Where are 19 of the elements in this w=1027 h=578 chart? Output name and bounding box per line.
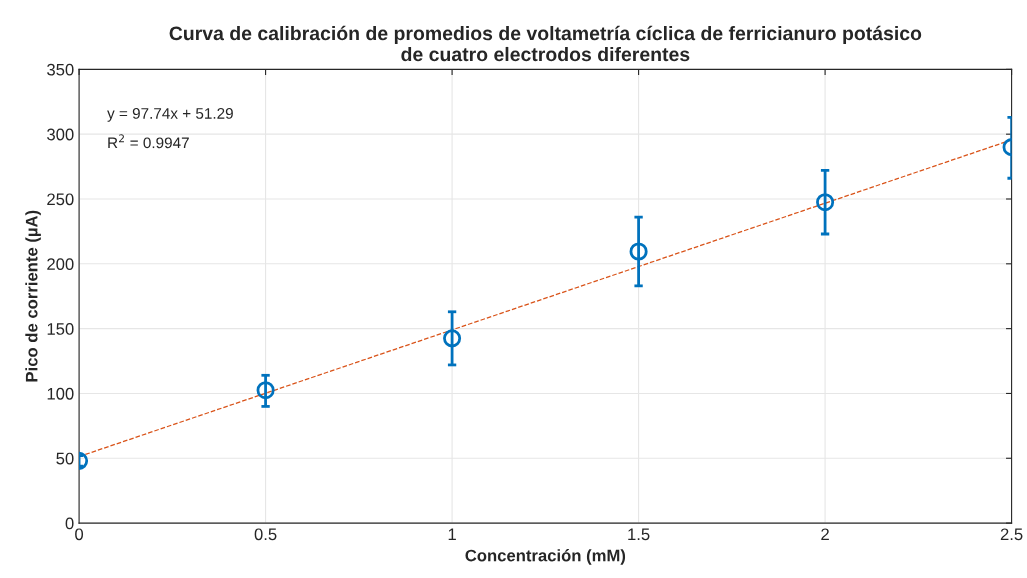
y-tick-label: 0 — [65, 517, 74, 530]
y-tick-label: 100 — [47, 387, 74, 400]
annotation: y = 97.74x + 51.29 — [107, 108, 233, 122]
y-tick-label: 200 — [47, 258, 74, 271]
x-tick-label: 0 — [75, 528, 84, 541]
x-tick-label: 0.5 — [254, 528, 277, 541]
y-tick-label: 300 — [47, 128, 74, 141]
y-axis-title: Pico de corriente (µA) — [25, 210, 41, 382]
x-axis-title: Concentración (mM) — [465, 549, 626, 565]
y-tick-label: 150 — [47, 323, 74, 335]
chart-title: Curva de calibración de promedios de voltametría cíclica de ferricianuro potásico de cuatro electrodos diferentes — [169, 25, 922, 62]
y-tick-label: 250 — [47, 193, 74, 206]
y-tick-label: 350 — [47, 63, 74, 76]
x-tick-label: 1.5 — [628, 528, 650, 541]
x-tick-label: 2 — [821, 528, 829, 541]
x-tick-label: 1 — [448, 528, 456, 541]
x-tick-label: 2.5 — [1000, 528, 1023, 541]
y-tick-label: 50 — [56, 452, 74, 465]
annotation: R$^{2}$ = 0.9947 — [108, 134, 189, 149]
